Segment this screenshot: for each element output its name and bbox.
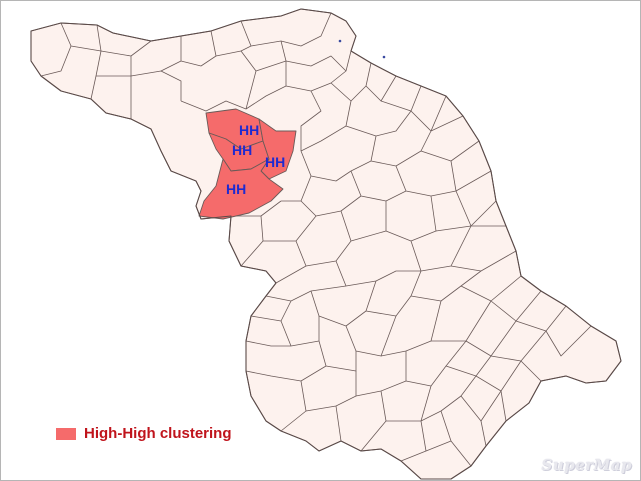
hh-county-south[interactable] <box>198 158 284 220</box>
legend-label-high-high: High-High clustering <box>84 425 232 442</box>
hh-label-east: HH <box>265 154 285 170</box>
legend-swatch-high-high <box>56 427 76 440</box>
map-marker-dot <box>338 39 342 43</box>
hh-label-north: HH <box>239 122 259 138</box>
map-marker-dot <box>382 55 386 59</box>
hh-label-south: HH <box>226 181 246 197</box>
province-base-shape <box>30 8 622 480</box>
hh-county-east[interactable] <box>258 118 297 180</box>
hh-label-west: HH <box>232 142 252 158</box>
supermap-watermark-logo: SuperMap <box>541 456 632 474</box>
county-boundaries <box>40 12 592 467</box>
map-legend: High-High clustering <box>56 425 232 442</box>
province-outline <box>30 8 622 480</box>
high-high-cluster <box>198 108 297 220</box>
